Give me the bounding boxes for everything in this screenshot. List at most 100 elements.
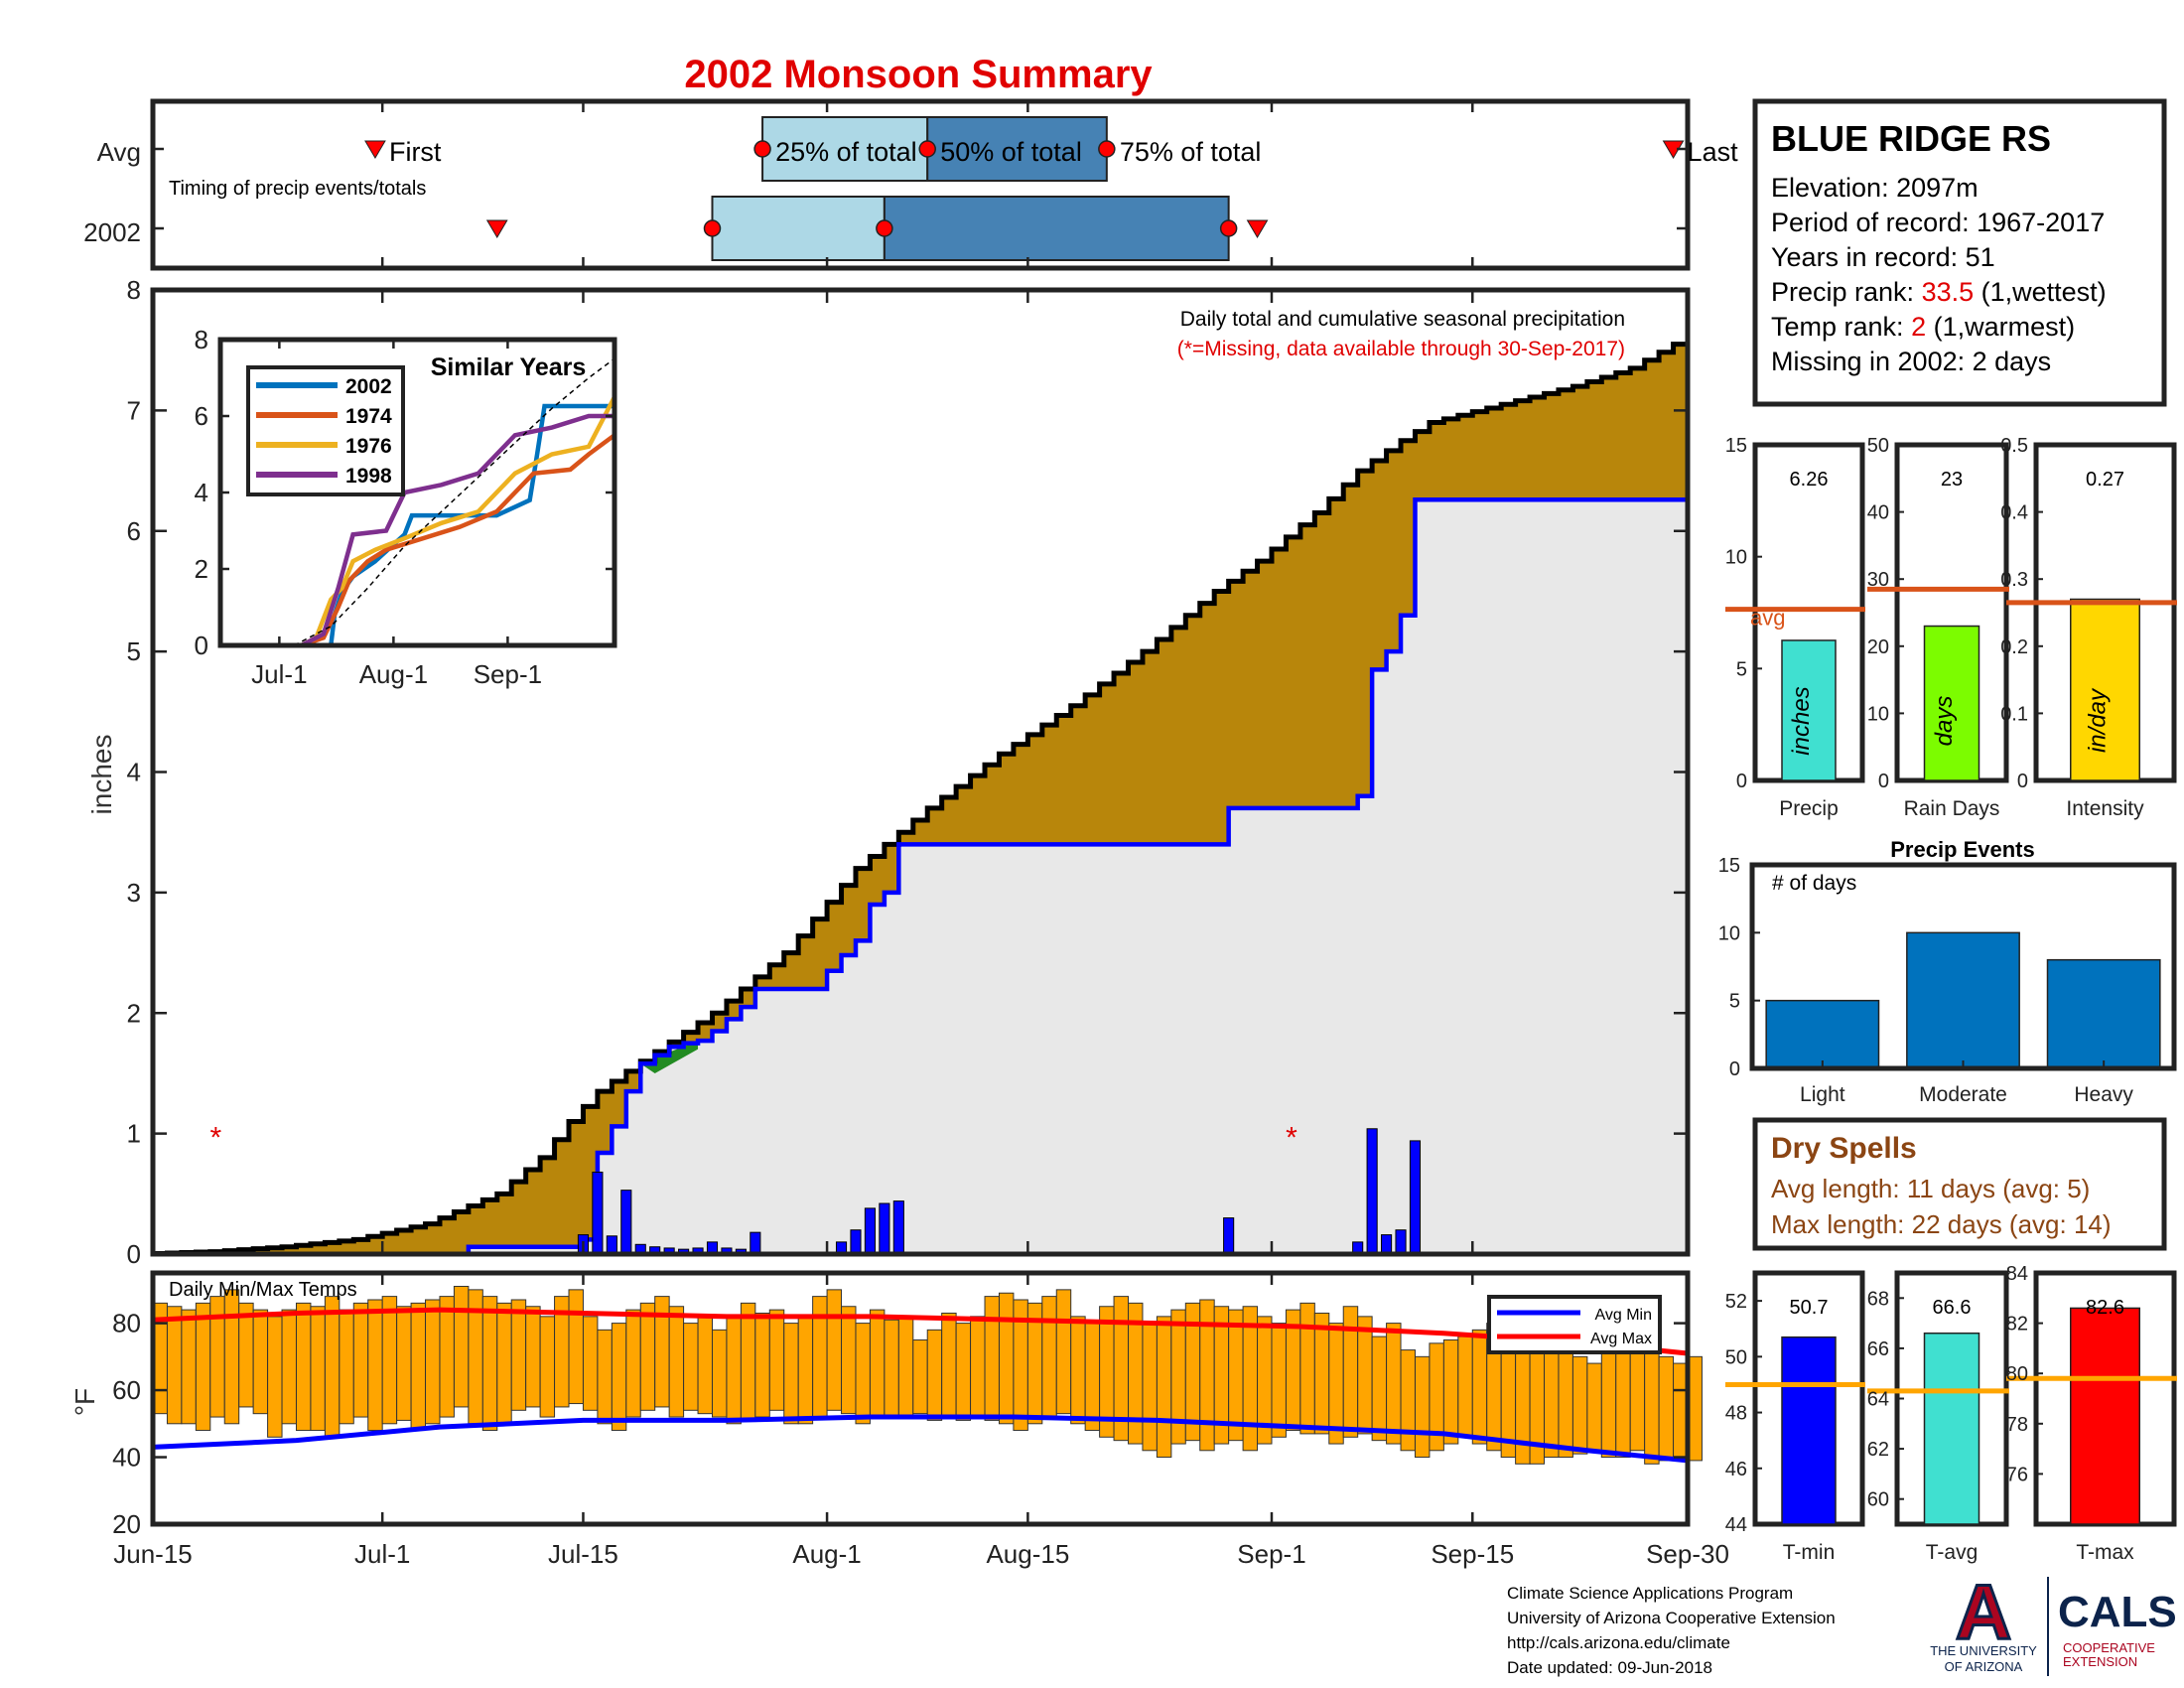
event-y-tick-label: 10 bbox=[1718, 922, 1740, 944]
timing-last-label: Last bbox=[1688, 137, 1739, 167]
precip-y-tick-label: 2 bbox=[127, 998, 141, 1028]
intensity-y-tick-label: 0.2 bbox=[2000, 636, 2028, 658]
temp-rank-value: 2 bbox=[1911, 312, 1926, 342]
daily-temp-bar bbox=[740, 1302, 756, 1421]
inset-y-tick-label: 0 bbox=[195, 631, 208, 660]
rain-days-y-tick-label: 30 bbox=[1867, 569, 1889, 591]
precip-plot-area bbox=[150, 342, 1689, 1257]
daily-temp-bar bbox=[941, 1312, 957, 1418]
station-frame bbox=[1752, 98, 2167, 407]
t-max-y-tick-label: 78 bbox=[2006, 1414, 2028, 1436]
event-y-tick-label: 0 bbox=[1729, 1058, 1740, 1080]
daily-temp-bar bbox=[252, 1309, 269, 1415]
daily-temp-bar bbox=[1156, 1316, 1172, 1459]
daily-temp-bar bbox=[1242, 1306, 1259, 1452]
missing-markers: * * bbox=[210, 1122, 1298, 1155]
temp-y-tick-label: 40 bbox=[112, 1443, 141, 1473]
precip-total-y-tick-label: 15 bbox=[1725, 435, 1747, 457]
daily-precip-bar bbox=[879, 1202, 890, 1255]
daily-precip-bar bbox=[1381, 1234, 1393, 1255]
daily-temp-bar bbox=[568, 1289, 584, 1405]
daily-temp-bar bbox=[1070, 1316, 1086, 1425]
daily-precip-bar bbox=[606, 1235, 617, 1255]
precip-total-bar bbox=[1781, 639, 1837, 781]
timing-year-q25-q50-box bbox=[711, 196, 886, 261]
date-axis-tick-label: Sep-15 bbox=[1431, 1539, 1514, 1569]
date-axis-tick-label: Jul-15 bbox=[548, 1539, 618, 1569]
footer: Climate Science Applications Program Uni… bbox=[1507, 1567, 2177, 1678]
precip-note: Daily total and cumulative seasonal prec… bbox=[1180, 308, 1625, 331]
inset-y-tick-label: 8 bbox=[195, 325, 208, 354]
daily-precip-bar bbox=[750, 1231, 761, 1255]
daily-temp-bar bbox=[281, 1309, 297, 1425]
figure-title: 2002 Monsoon Summary bbox=[684, 53, 1153, 96]
temp-y-ticks: 20 40 60 80 bbox=[112, 1273, 1690, 1539]
footer-line-1: Climate Science Applications Program bbox=[1507, 1584, 1793, 1603]
inset-axes: 0 2 4 6 8 Jul-1 Aug-1 Sep-1 bbox=[195, 325, 614, 689]
footer-line-4: Date updated: 09-Jun-2018 bbox=[1507, 1658, 1712, 1677]
station-elevation: Elevation: 2097m bbox=[1771, 173, 1979, 203]
station-temp-rank: Temp rank: 2 (1,warmest) bbox=[1771, 312, 2075, 342]
daily-temp-bar bbox=[841, 1306, 857, 1415]
precip-total-y-tick-label: 10 bbox=[1725, 547, 1747, 569]
daily-temp-bar bbox=[1084, 1323, 1101, 1432]
ua-logo-line-2: OF ARIZONA bbox=[1945, 1659, 2023, 1674]
timing-year-first-marker bbox=[485, 219, 508, 238]
inset-y-tick-label: 6 bbox=[195, 401, 208, 431]
rain-days-y-tick-label: 10 bbox=[1867, 703, 1889, 725]
daily-temp-bar bbox=[481, 1296, 498, 1432]
daily-temp-bar bbox=[855, 1323, 871, 1425]
date-axis-tick-label: Aug-15 bbox=[986, 1539, 1069, 1569]
timing-bars bbox=[151, 103, 1690, 266]
similar-year-line-1974 bbox=[300, 433, 616, 648]
daily-temp-bar bbox=[912, 1338, 928, 1415]
timing-avg-q25-q50-box bbox=[761, 116, 929, 182]
daily-temp-bar bbox=[1271, 1323, 1287, 1438]
precip-total-y-tick-label: 0 bbox=[1736, 771, 1747, 792]
inset-x-tick-label: Aug-1 bbox=[359, 659, 428, 689]
timing-avg-q75-marker bbox=[1098, 140, 1116, 158]
rain-days-y-tick-label: 40 bbox=[1867, 502, 1889, 524]
year-cumulative-line bbox=[466, 496, 1688, 1254]
precip-total-value: 6.26 bbox=[1790, 469, 1829, 491]
inset-x-tick-label: Sep-1 bbox=[474, 659, 542, 689]
university-of-arizona-logo: A THE UNIVERSITY OF ARIZONA bbox=[1930, 1567, 2037, 1675]
daily-temp-bar bbox=[783, 1323, 799, 1425]
daily-temp-bar bbox=[181, 1309, 197, 1425]
t-avg-value: 66.6 bbox=[1933, 1297, 1972, 1319]
temp-y-tick-label: 20 bbox=[112, 1509, 141, 1539]
season-stat-charts: 0 5 10 15 6.26 inches Precip avg 0 10 20 30 40 50 23 da… bbox=[1725, 435, 2177, 820]
daily-temp-bar bbox=[625, 1309, 641, 1418]
ua-logo-line-1: THE UNIVERSITY bbox=[1930, 1643, 2037, 1658]
t-avg-bar bbox=[1923, 1332, 1980, 1525]
similar-year-line-1976 bbox=[300, 395, 616, 647]
daily-temp-bar bbox=[396, 1306, 412, 1421]
similar-average-line bbox=[293, 357, 615, 646]
precip-events-chart: Precip Events Light Moderate Heavy 0 5 10 15 #… bbox=[1718, 837, 2177, 1106]
daily-temp-bar bbox=[525, 1306, 541, 1408]
t-min-value: 50.7 bbox=[1790, 1297, 1829, 1319]
daily-precip-bar bbox=[850, 1229, 862, 1255]
daily-temp-bar bbox=[324, 1296, 341, 1438]
daily-temp-bar bbox=[1471, 1329, 1488, 1445]
temp-ylabel: °F bbox=[69, 1388, 100, 1416]
daily-temp-bar bbox=[238, 1302, 254, 1408]
timing-year-q25-marker bbox=[703, 219, 722, 237]
precip-total-label: Precip bbox=[1779, 797, 1839, 820]
rain-days-y-tick-label: 0 bbox=[1878, 771, 1889, 792]
inset-x-tick-label: Jul-1 bbox=[251, 659, 307, 689]
average-cumulative-line bbox=[150, 342, 1688, 1257]
temp-legend: Avg Min Avg Max bbox=[1487, 1295, 1662, 1354]
legend-label-avg-max: Avg Max bbox=[1590, 1331, 1652, 1347]
rain-days-bar bbox=[1923, 625, 1980, 781]
footer-line-3: http://cals.arizona.edu/climate bbox=[1507, 1633, 1730, 1652]
station-years: Years in record: 51 bbox=[1771, 242, 1995, 272]
timing-row-year: 2002 bbox=[83, 217, 141, 247]
temp-frame bbox=[150, 1270, 1691, 1527]
intensity-y-tick-label: 0.3 bbox=[2000, 569, 2028, 591]
precip-total-unit: inches bbox=[1788, 686, 1815, 755]
t-max-bar bbox=[2070, 1307, 2140, 1525]
t-min-label: T-min bbox=[1783, 1541, 1836, 1564]
temp-plot-area bbox=[152, 1285, 1703, 1465]
